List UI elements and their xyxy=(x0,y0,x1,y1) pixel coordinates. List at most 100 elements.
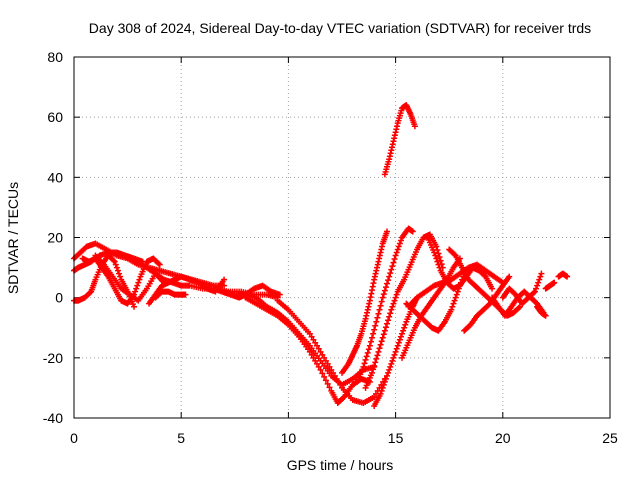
data-point xyxy=(378,387,385,394)
data-point xyxy=(337,381,344,388)
data-point xyxy=(317,348,324,355)
y-tick-label: 40 xyxy=(47,169,63,185)
data-point xyxy=(326,363,333,370)
data-point xyxy=(392,252,399,259)
data-point xyxy=(533,285,540,292)
data-point xyxy=(308,351,315,358)
data-point xyxy=(375,310,382,317)
series-arc-10 xyxy=(221,288,378,388)
data-point xyxy=(535,279,542,286)
data-point xyxy=(394,342,401,349)
data-point xyxy=(371,326,378,333)
data-point xyxy=(434,258,441,265)
series-arc-25 xyxy=(499,270,545,307)
x-tick-label: 5 xyxy=(177,430,185,446)
data-point xyxy=(397,237,404,244)
data-point xyxy=(564,273,571,280)
data-point xyxy=(382,284,389,291)
data-point xyxy=(402,321,409,328)
data-point xyxy=(393,345,400,352)
data-point xyxy=(371,362,378,369)
data-point xyxy=(489,285,496,292)
data-point xyxy=(380,291,387,298)
data-point xyxy=(536,276,543,283)
data-point xyxy=(377,302,384,309)
data-point xyxy=(432,252,439,259)
data-point xyxy=(388,266,395,273)
data-point xyxy=(370,366,377,373)
data-point xyxy=(378,338,385,345)
data-point xyxy=(310,336,317,343)
data-point xyxy=(399,330,406,337)
x-tick-label: 25 xyxy=(602,430,618,446)
data-point xyxy=(366,342,373,349)
data-point xyxy=(116,270,123,277)
data-point xyxy=(330,369,337,376)
chart-title: Day 308 of 2024, Sidereal Day-to-day VTE… xyxy=(89,20,591,36)
data-point xyxy=(369,369,376,376)
data-point xyxy=(117,273,124,280)
data-point xyxy=(374,352,381,359)
data-point xyxy=(324,360,331,367)
data-point xyxy=(542,312,549,319)
data-point xyxy=(131,291,138,298)
data-point xyxy=(452,294,459,301)
data-point xyxy=(451,251,458,258)
data-point xyxy=(385,317,392,324)
data-point xyxy=(433,255,440,262)
data-point xyxy=(322,357,329,364)
data-point xyxy=(397,333,404,340)
data-point xyxy=(312,357,319,364)
data-point xyxy=(435,250,442,257)
data-point xyxy=(319,370,326,377)
data-point xyxy=(394,246,401,253)
data-point xyxy=(538,270,545,277)
x-tick-label: 20 xyxy=(495,430,511,446)
grid-lines xyxy=(74,57,610,418)
data-point xyxy=(385,277,392,284)
data-point xyxy=(396,240,403,247)
data-point xyxy=(436,254,443,261)
data-point xyxy=(387,270,394,277)
data-point xyxy=(390,259,397,266)
data-point xyxy=(401,324,408,331)
data-point xyxy=(516,303,523,310)
data-point xyxy=(530,289,537,296)
data-point xyxy=(391,297,398,304)
data-point xyxy=(393,291,400,298)
data-point xyxy=(135,279,142,286)
data-point xyxy=(384,372,391,379)
data-point xyxy=(315,363,322,370)
data-point xyxy=(321,373,328,380)
data-point xyxy=(385,369,392,376)
data-point xyxy=(395,339,402,346)
data-point xyxy=(306,348,313,355)
data-points xyxy=(71,102,571,409)
data-point xyxy=(136,276,143,283)
data-point xyxy=(340,394,347,401)
data-point xyxy=(448,306,455,313)
data-point xyxy=(87,289,94,296)
data-point xyxy=(400,327,407,334)
x-tick-label: 15 xyxy=(388,430,404,446)
data-point xyxy=(380,381,387,388)
data-point xyxy=(391,351,398,358)
data-point xyxy=(531,288,538,295)
data-point xyxy=(551,279,558,286)
data-point xyxy=(326,384,333,391)
data-point xyxy=(381,287,388,294)
data-point xyxy=(276,291,283,298)
data-point xyxy=(382,324,389,331)
series-arc-19 xyxy=(403,270,468,334)
data-point xyxy=(379,294,386,301)
data-point xyxy=(436,264,443,271)
data-point xyxy=(379,384,386,391)
data-point xyxy=(391,256,398,263)
data-point xyxy=(373,355,380,362)
data-point xyxy=(112,261,119,268)
data-point xyxy=(221,276,228,283)
data-point xyxy=(306,330,313,337)
data-point xyxy=(369,334,376,341)
tick-labels: 0 5 10 15 20 25 -40 -20 0 20 40 60 80 xyxy=(43,49,618,446)
